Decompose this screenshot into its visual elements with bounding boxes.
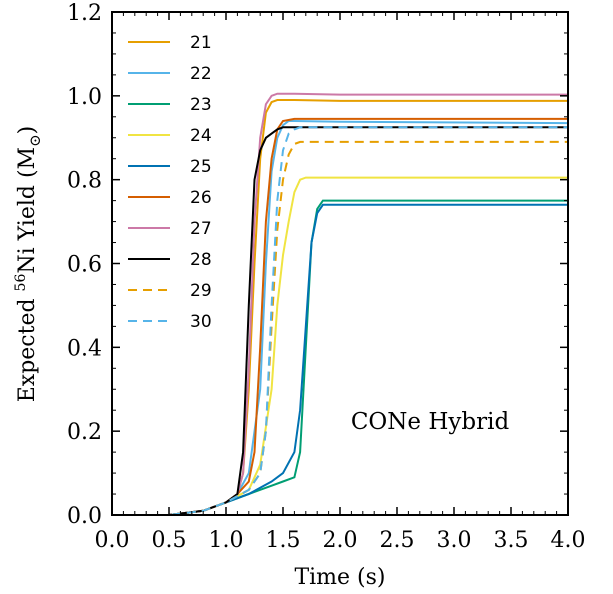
y-tick-label: 0.2 bbox=[67, 420, 102, 445]
y-axis-label-suffix: ) bbox=[15, 126, 40, 135]
plot-lines bbox=[112, 92, 569, 516]
series-line-30 bbox=[112, 126, 568, 516]
series-line-23 bbox=[112, 199, 568, 516]
series-line-29 bbox=[112, 140, 568, 516]
y-axis-label-sub: ⊙ bbox=[26, 134, 44, 147]
x-tick-label: 2.5 bbox=[380, 528, 415, 553]
y-axis-label-prefix: Expected bbox=[15, 291, 40, 402]
y-tick-label: 0.4 bbox=[67, 336, 102, 361]
y-tick-label: 0.0 bbox=[67, 504, 102, 529]
legend-label-25: 25 bbox=[190, 157, 212, 177]
axis-ticks: 0.0 0.5 1.0 1.5 2.0 2.5 3.0 3.5 4.0 0.0 0.2 0.4 0.6 0… bbox=[67, 1, 586, 553]
series-line-21 bbox=[112, 99, 568, 516]
y-tick-label: 1.2 bbox=[67, 1, 102, 26]
legend: 21 22 23 24 25 26 27 28 29 30 bbox=[128, 33, 212, 332]
legend-label-22: 22 bbox=[190, 64, 212, 84]
legend-label-26: 26 bbox=[190, 188, 212, 208]
annotation-text: CONe Hybrid bbox=[351, 409, 510, 435]
legend-label-30: 30 bbox=[190, 312, 212, 332]
x-axis-label: Time (s) bbox=[294, 565, 385, 590]
y-tick-label: 1.0 bbox=[67, 85, 102, 110]
y-axis-label-mid: Ni Yield (M bbox=[15, 147, 40, 274]
x-tick-label: 1.0 bbox=[209, 528, 244, 553]
y-axis-label: Expected 56Ni Yield (M⊙) bbox=[13, 126, 44, 403]
series-line-24 bbox=[112, 176, 568, 516]
y-axis-label-sup: 56 bbox=[13, 274, 29, 292]
x-tick-label: 0.0 bbox=[95, 528, 130, 553]
x-tick-label: 3.0 bbox=[437, 528, 472, 553]
series-line-22 bbox=[112, 120, 569, 516]
series-line-28 bbox=[112, 126, 568, 516]
series-line-27 bbox=[112, 92, 568, 516]
series-line-25 bbox=[112, 203, 568, 516]
y-tick-label: 0.8 bbox=[67, 169, 102, 194]
legend-label-28: 28 bbox=[190, 250, 212, 270]
plot-frame bbox=[111, 11, 569, 516]
legend-label-24: 24 bbox=[190, 126, 212, 146]
x-tick-label: 4.0 bbox=[551, 528, 586, 553]
y-tick-label: 0.6 bbox=[67, 253, 102, 278]
legend-label-29: 29 bbox=[190, 281, 212, 301]
x-tick-label: 0.5 bbox=[152, 528, 187, 553]
x-tick-label: 3.5 bbox=[494, 528, 529, 553]
legend-label-21: 21 bbox=[190, 33, 212, 53]
x-tick-label: 2.0 bbox=[323, 528, 358, 553]
legend-label-27: 27 bbox=[190, 219, 212, 239]
legend-label-23: 23 bbox=[190, 95, 212, 115]
x-tick-label: 1.5 bbox=[266, 528, 301, 553]
